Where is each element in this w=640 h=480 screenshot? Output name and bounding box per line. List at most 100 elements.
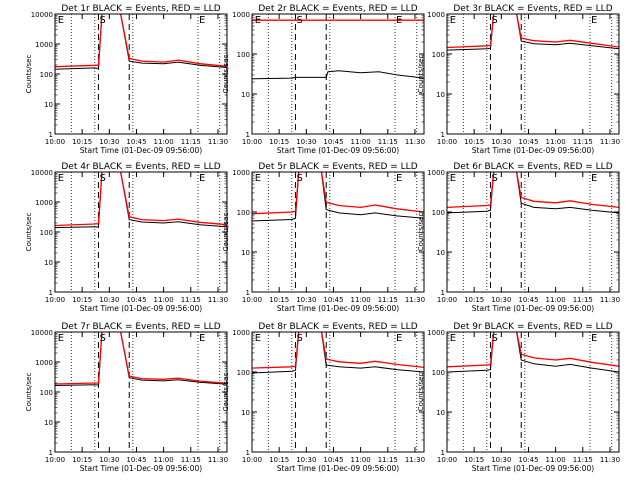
chart-title: Det 1r BLACK = Events, RED = LLD: [61, 4, 220, 14]
y-tick-label: 10000: [31, 169, 53, 177]
chart-title: Det 3r BLACK = Events, RED = LLD: [453, 4, 612, 14]
x-tick-label: 11:00: [351, 296, 371, 304]
y-tick-label: 1: [49, 449, 53, 457]
y-tick-label: 1000: [232, 11, 250, 19]
x-tick-label: 11:30: [208, 456, 228, 464]
x-tick-label: 10:30: [296, 138, 316, 146]
series-group: [447, 14, 619, 51]
y-tick-label: 1000: [232, 169, 250, 177]
y-tick-label: 10: [241, 91, 250, 99]
y-tick-label: 100: [40, 71, 53, 79]
x-axis-label: Start Time (01-Dec-09 09:56:00): [472, 464, 594, 473]
chart-title: Det 7r BLACK = Events, RED = LLD: [61, 322, 220, 332]
x-tick-label: 11:00: [546, 296, 566, 304]
event-marker-label: S: [296, 173, 302, 184]
y-tick-label: 1000: [35, 199, 53, 207]
x-tick-label: 11:00: [154, 138, 174, 146]
y-tick-label: 1: [441, 449, 445, 457]
y-axis-label: Counts/sec: [417, 55, 425, 94]
y-tick-label: 1: [441, 289, 445, 297]
event-marker-label: E: [255, 15, 261, 26]
y-tick-label: 1000: [35, 359, 53, 367]
y-tick-label: 10: [44, 101, 53, 109]
series-group: [447, 332, 619, 373]
x-axis-label: Start Time (01-Dec-09 09:56:00): [80, 464, 202, 473]
event-marker-label: S: [296, 15, 302, 26]
y-tick-label: 10000: [31, 329, 53, 337]
x-tick-label: 10:15: [269, 296, 289, 304]
y-tick-label: 10: [436, 249, 445, 257]
series-line-events: [447, 332, 619, 373]
event-marker-label: E: [58, 333, 64, 344]
x-tick-label: 11:30: [600, 456, 620, 464]
chart-title: Det 5r BLACK = Events, RED = LLD: [258, 162, 417, 172]
series-line-events: [252, 70, 424, 80]
plot-frame: [251, 171, 425, 293]
x-tick-label: 10:30: [296, 456, 316, 464]
event-marker-label: S: [491, 333, 497, 344]
x-tick-label: 10:30: [491, 296, 511, 304]
y-tick-label: 100: [237, 369, 250, 377]
event-marker-label: E: [450, 15, 456, 26]
x-axis-label: Start Time (01-Dec-09 09:56:00): [472, 304, 594, 313]
event-marker-label: E: [255, 173, 261, 184]
series-group: [252, 332, 424, 374]
x-tick-label: 10:30: [99, 456, 119, 464]
series-group: [447, 172, 619, 214]
series-group: [55, 172, 227, 229]
chart-title: Det 4r BLACK = Events, RED = LLD: [61, 162, 220, 172]
x-tick-label: 10:45: [518, 296, 538, 304]
x-tick-label: 10:45: [323, 296, 343, 304]
chart-title: Det 8r BLACK = Events, RED = LLD: [258, 322, 417, 332]
series-line-lld: [55, 172, 227, 227]
series-group: [252, 172, 424, 222]
y-tick-label: 1000: [427, 329, 445, 337]
y-tick-label: 1000: [232, 329, 250, 337]
series-line-events: [252, 172, 424, 222]
x-axis-label: Start Time (01-Dec-09 09:56:00): [80, 146, 202, 155]
y-tick-label: 100: [432, 51, 445, 59]
x-tick-label: 11:30: [405, 296, 425, 304]
x-tick-label: 10:45: [126, 296, 146, 304]
series-line-lld: [55, 14, 227, 68]
plot-frame: [446, 171, 620, 293]
y-axis-label: Counts/sec: [25, 373, 33, 412]
x-tick-label: 11:30: [405, 456, 425, 464]
x-tick-label: 10:30: [99, 138, 119, 146]
x-tick-label: 10:15: [464, 138, 484, 146]
x-tick-label: 11:30: [600, 138, 620, 146]
y-tick-label: 1000: [427, 11, 445, 19]
event-marker-label: E: [396, 173, 402, 184]
series-line-lld: [55, 332, 227, 385]
series-line-events: [55, 14, 227, 70]
x-tick-label: 10:45: [323, 138, 343, 146]
y-tick-label: 100: [432, 209, 445, 217]
x-tick-label: 11:00: [154, 456, 174, 464]
plot-frame: [54, 171, 228, 293]
event-marker-label: E: [591, 15, 597, 26]
event-marker-label: E: [58, 173, 64, 184]
y-tick-label: 10: [241, 409, 250, 417]
y-axis-label: Counts/sec: [222, 373, 230, 412]
x-tick-label: 10:45: [126, 456, 146, 464]
y-tick-label: 1: [49, 289, 53, 297]
event-marker-label: E: [396, 333, 402, 344]
y-axis-label: Counts/sec: [222, 55, 230, 94]
series-line-events: [55, 172, 227, 229]
x-tick-label: 11:30: [405, 138, 425, 146]
y-axis-label: Counts/sec: [25, 213, 33, 252]
x-tick-label: 11:15: [573, 138, 593, 146]
x-axis-label: Start Time (01-Dec-09 09:56:00): [277, 146, 399, 155]
x-tick-label: 11:15: [573, 456, 593, 464]
event-marker-label: S: [491, 15, 497, 26]
x-tick-label: 11:15: [181, 138, 201, 146]
plot-frame: [251, 331, 425, 453]
y-tick-label: 1000: [427, 169, 445, 177]
series-line-lld: [252, 332, 424, 369]
y-axis-label: Counts/sec: [417, 373, 425, 412]
x-tick-label: 10:00: [242, 456, 262, 464]
